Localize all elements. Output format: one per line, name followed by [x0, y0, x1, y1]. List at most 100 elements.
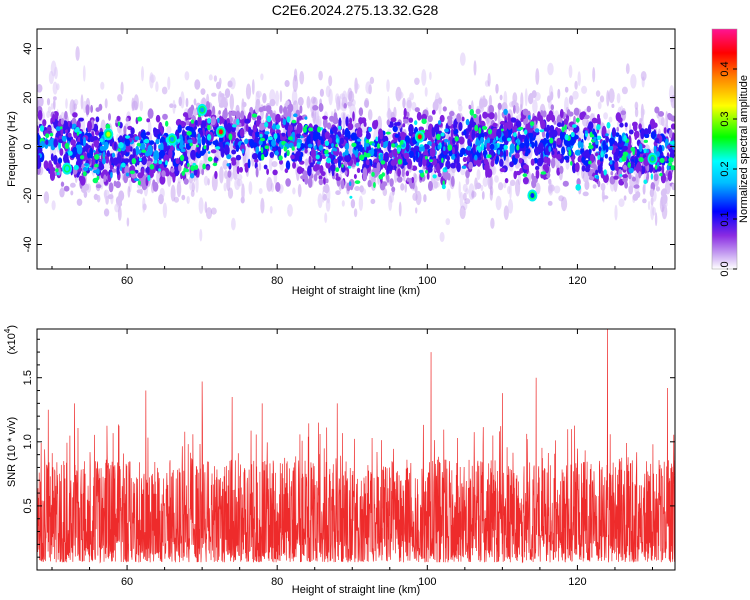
spectrogram-cell [195, 151, 202, 159]
spectrogram-core [440, 132, 445, 137]
spectrogram-cell [447, 118, 453, 127]
spectrogram-cell [564, 86, 569, 93]
spectrogram-cell [349, 117, 353, 125]
spectrogram-cell [201, 135, 206, 146]
spectrogram-core [513, 132, 517, 138]
spectrogram-cell [657, 111, 665, 117]
spectrogram-cell [482, 111, 488, 119]
spectrogram-core [236, 118, 240, 126]
spectrogram-cell [322, 117, 328, 129]
spectrogram-cell [373, 139, 379, 148]
spectrogram-cell [46, 126, 52, 132]
spectrogram-halo [312, 97, 318, 108]
spectrogram-cell [60, 118, 65, 125]
spectrogram-cell [463, 129, 467, 136]
spectrogram-halo [476, 169, 481, 181]
spectrogram-halo [279, 90, 283, 103]
spectrogram-halo [258, 188, 263, 195]
spectrogram-core [207, 124, 211, 131]
spectrogram-halo [494, 175, 499, 183]
spectrogram-cell [581, 156, 586, 164]
spectrogram-cell [272, 169, 278, 176]
spectrogram-cell [491, 157, 495, 167]
spectrogram-cell [322, 115, 328, 120]
spectrogram-core [427, 140, 432, 145]
spectrogram-cell [414, 185, 418, 194]
spectrogram-cell [433, 123, 440, 135]
spectrogram-core [381, 172, 385, 177]
spectrogram-cell [333, 112, 338, 121]
spectrogram-cell [218, 110, 221, 115]
spectrogram-cell [323, 177, 326, 185]
spectrogram-cell [605, 153, 608, 159]
spectrogram-core [421, 118, 427, 125]
spectrogram-halo [581, 129, 584, 143]
spectrogram-core [275, 124, 280, 130]
spectrogram-hotspot [417, 134, 422, 140]
spectrogram-halo [341, 200, 345, 207]
spectrogram-halo [503, 205, 509, 220]
spectrogram-cell [563, 118, 569, 126]
spectrogram-halo [568, 64, 573, 79]
spectrogram-core [215, 146, 221, 150]
spectrogram-cell [72, 112, 78, 118]
spectrogram-cell [617, 117, 623, 123]
spectrogram-cell [343, 103, 347, 109]
spectrogram-cell [160, 127, 164, 135]
spectrogram-core [473, 113, 477, 119]
spectrogram-halo [465, 188, 469, 195]
spectrogram-core [131, 158, 137, 165]
spectrogram-cell [602, 173, 609, 184]
spectrogram-halo [618, 198, 625, 207]
spectrogram-cell [70, 139, 76, 146]
spectrogram-cell [591, 142, 596, 152]
spectrogram-cell [647, 124, 652, 135]
spectrogram-cell [70, 190, 74, 196]
spectrogram-cell [38, 96, 44, 107]
spectrogram-cell [244, 118, 251, 124]
spectrogram-core [180, 154, 185, 162]
spectrogram-cell [329, 115, 335, 122]
spectrogram-cell [563, 155, 570, 161]
spectrogram-core [55, 126, 61, 132]
spectrogram-cell [414, 145, 420, 153]
spectrogram-halo [614, 204, 618, 221]
colorbar-label: Normalized spectral amplitude [738, 75, 750, 223]
spectrogram-core [264, 121, 269, 128]
spectrogram-core [497, 149, 501, 155]
spectrogram-cell [550, 157, 556, 169]
spectrogram-cell [509, 143, 515, 154]
spectrogram-halo [581, 85, 588, 94]
spectrogram-cell [622, 174, 628, 179]
spectrogram-core [669, 141, 675, 145]
snr-scale-label: (x104) [3, 325, 18, 355]
spectrogram-core [584, 130, 588, 134]
spectrogram-cell [631, 176, 637, 182]
spectrogram-cell [251, 153, 259, 160]
spectrogram-cell [116, 115, 121, 122]
spectrogram-core [273, 133, 278, 140]
spectrogram-cell [468, 104, 472, 110]
spectrogram-halo [367, 109, 373, 121]
spectrogram-core [99, 145, 106, 151]
spectrogram-cell [324, 131, 330, 140]
spectrogram-core [570, 161, 573, 166]
spectrogram-core [534, 128, 540, 133]
spectrogram-cell [284, 80, 290, 87]
spectrogram-core [105, 123, 111, 130]
spectrogram-core [500, 128, 504, 132]
spectrogram-cell [392, 125, 398, 133]
spectrogram-cell [531, 179, 537, 189]
spectrogram-cell [624, 122, 628, 128]
spectrogram-cell [335, 176, 341, 181]
spectrogram-cell [271, 112, 276, 122]
spectrogram-cell [456, 152, 460, 164]
spectrogram-halo [347, 87, 353, 102]
spectrogram-core [291, 131, 295, 138]
spectrogram-halo [69, 99, 76, 116]
spectrogram-core [207, 117, 212, 124]
spectrogram-cell [480, 136, 485, 144]
spectrogram-cell [600, 161, 603, 168]
spectrogram-core [60, 126, 63, 130]
spectrogram-cell [562, 180, 569, 187]
